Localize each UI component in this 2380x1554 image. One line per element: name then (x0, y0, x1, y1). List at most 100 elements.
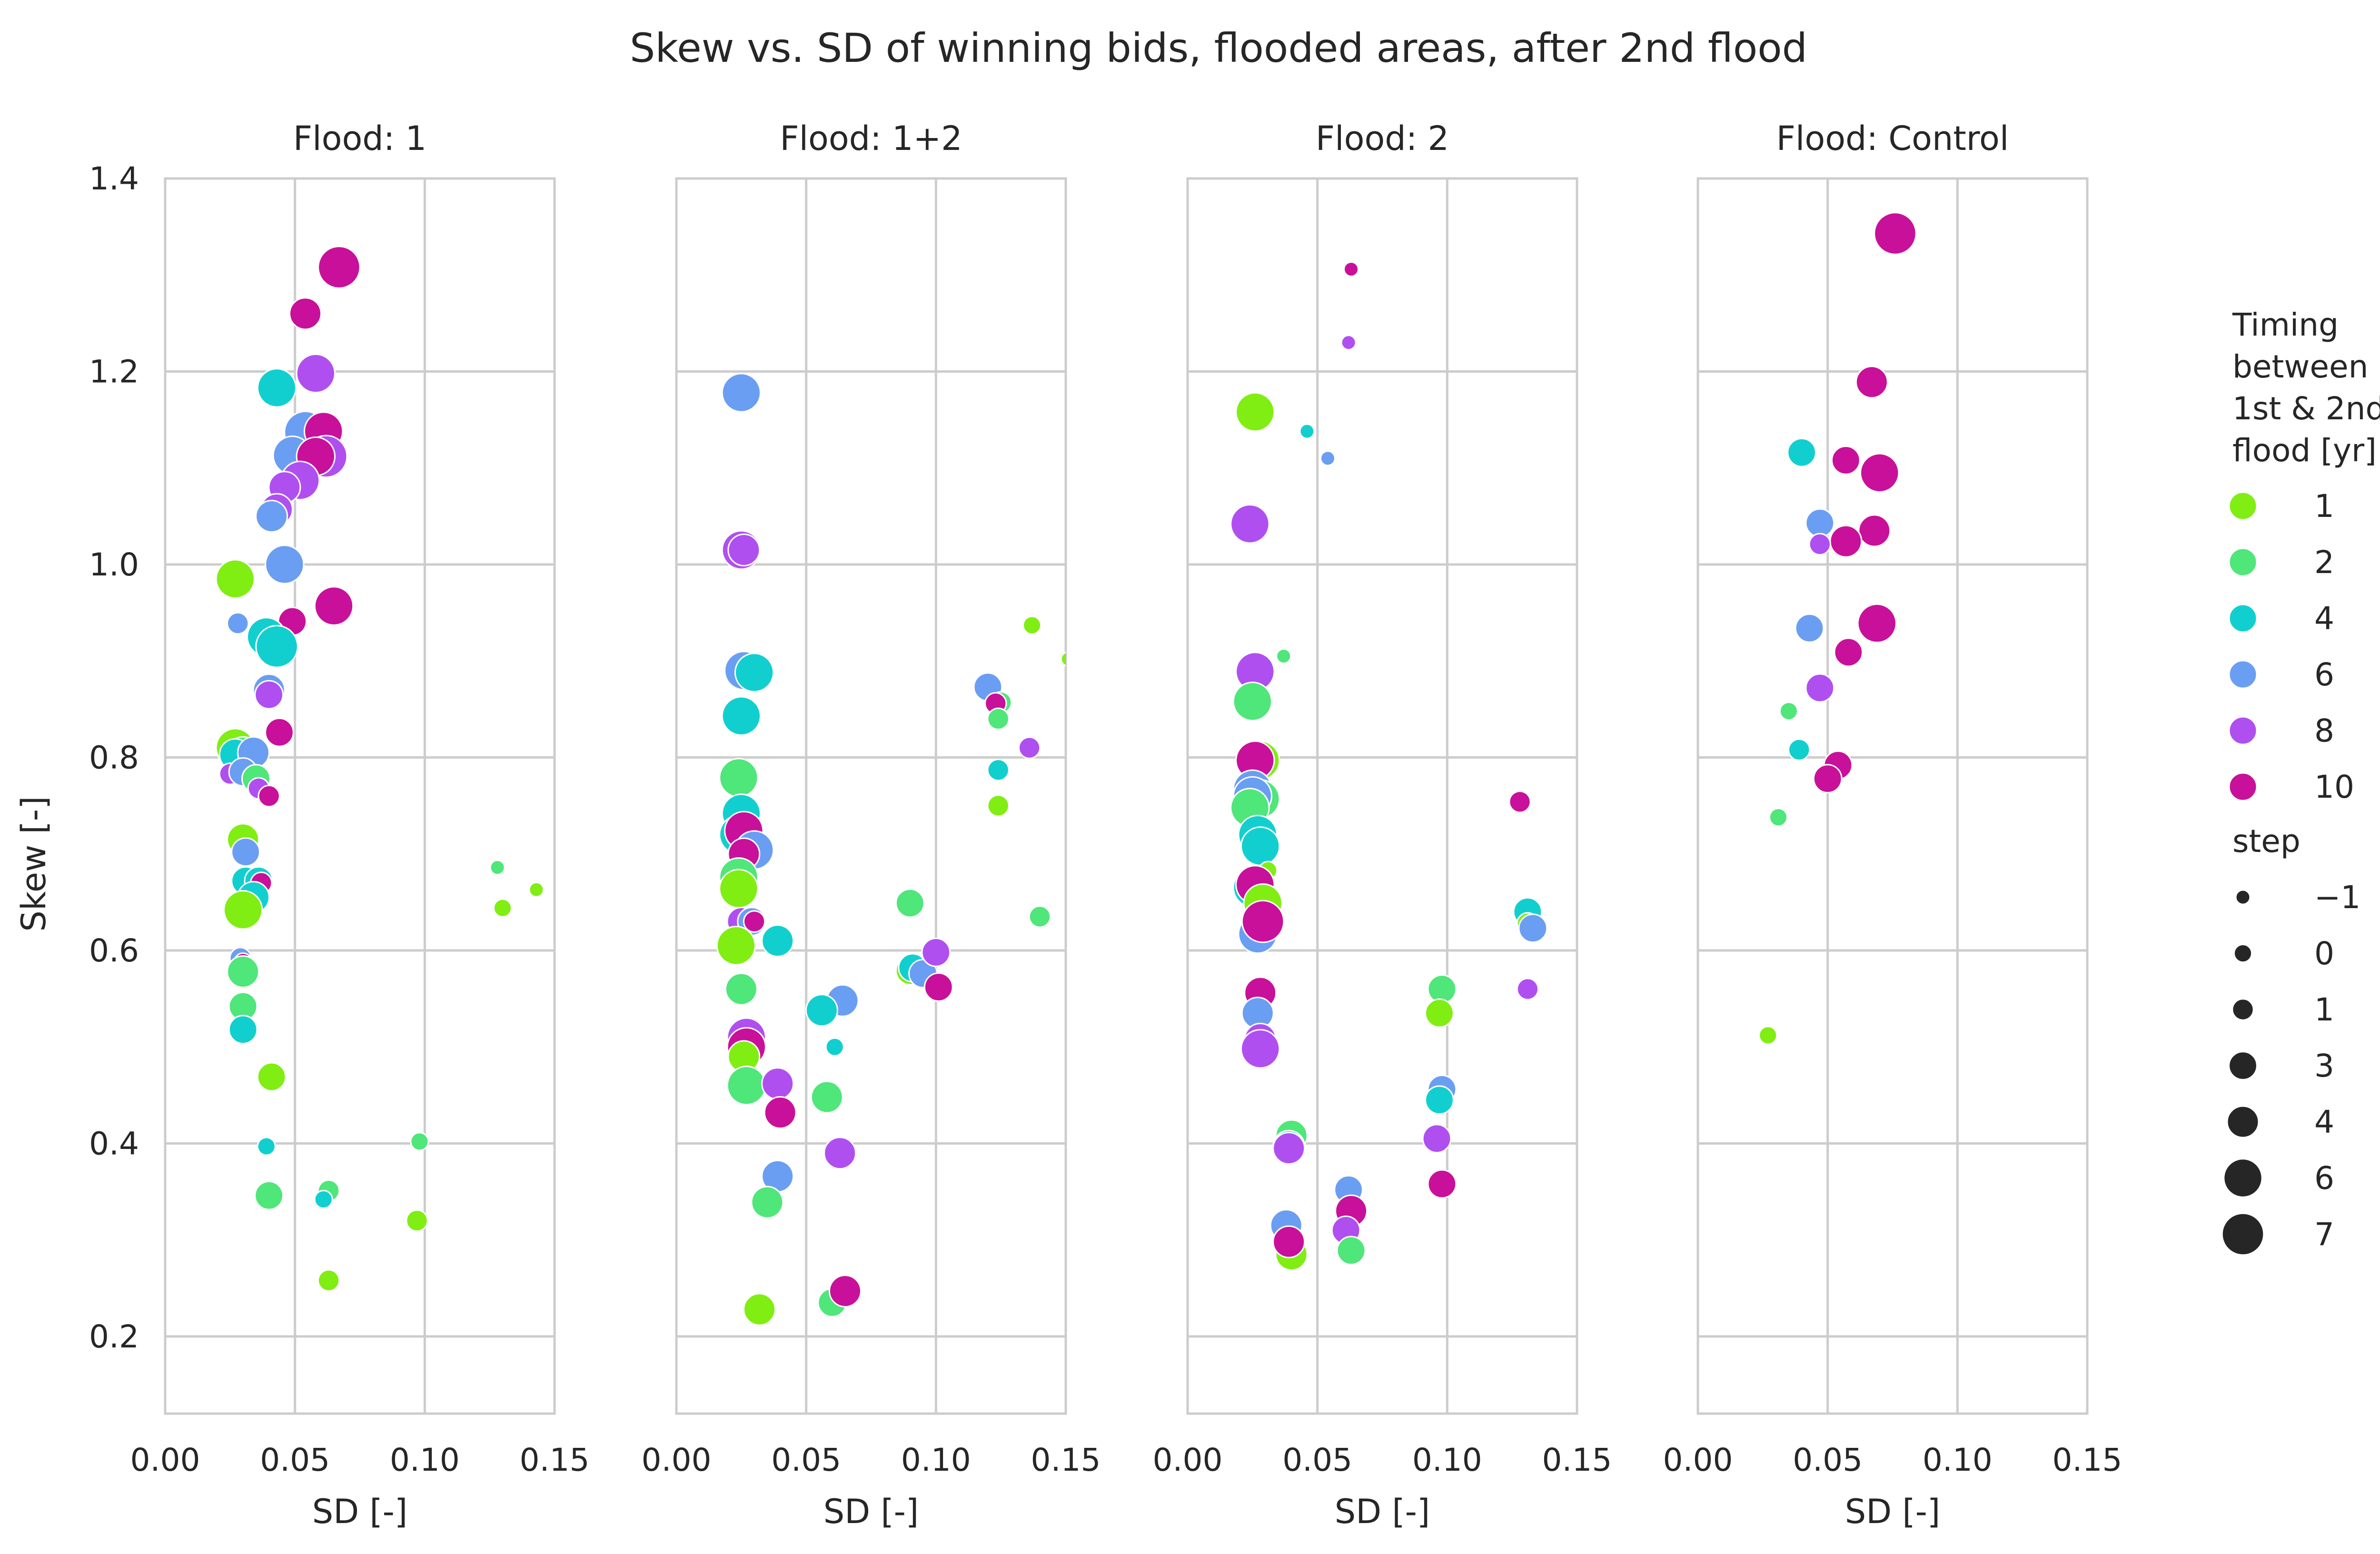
chart-title: Skew vs. SD of winning bids, flooded are… (630, 25, 1807, 71)
scatter-point (257, 1137, 276, 1156)
panel-frame (1696, 177, 2089, 1415)
legend-size-label: 7 (2314, 1216, 2334, 1253)
scatter-point (751, 1186, 784, 1219)
x-tick-label: 0.10 (1923, 1442, 1993, 1478)
scatter-point (1813, 764, 1843, 793)
scatter-point (727, 534, 761, 567)
scatter-point (1425, 1085, 1454, 1115)
legend-hue-label: 4 (2314, 600, 2334, 637)
x-tick-label: 0.00 (642, 1442, 712, 1478)
points (215, 246, 545, 1292)
scatter-point (1028, 905, 1051, 928)
scatter-point (1427, 1169, 1457, 1199)
scatter-point (1855, 366, 1888, 399)
scatter-point (1808, 533, 1832, 556)
scatter-point (810, 1080, 843, 1114)
scatter-point (1232, 682, 1273, 722)
panel-title: Flood: 1 (293, 119, 426, 158)
panel-1: Flood: 1 0.00 0.05 0.10 0.15 SD [-] 0.2 0.4 0.6 0… (89, 119, 589, 1531)
scatter-point (257, 368, 297, 408)
scatter-point (1858, 514, 1891, 547)
scatter-point (1343, 261, 1359, 277)
scatter-point (743, 910, 766, 933)
scatter-point (1795, 613, 1825, 643)
legend-size-marker (2233, 943, 2253, 963)
scatter-point (314, 586, 354, 626)
scatter-point (719, 758, 759, 798)
legend-size-marker (2223, 1158, 2263, 1198)
scatter-point (1805, 673, 1835, 703)
panel-frame (1186, 177, 1578, 1415)
scatter-point (764, 1096, 797, 1129)
legend-size-marker (2235, 889, 2251, 905)
scatter-point (227, 955, 260, 988)
legend-size-label: 6 (2314, 1160, 2334, 1197)
scatter-point (724, 972, 758, 1006)
scatter-point (823, 1137, 857, 1170)
x-axis-label: SD [-] (1845, 1492, 1940, 1531)
legend-size-label: 0 (2314, 935, 2334, 972)
scatter-point (726, 1066, 766, 1106)
y-tick-label: 1.2 (89, 353, 139, 390)
x-axis-label: SD [-] (1335, 1492, 1430, 1531)
scatter-point (1235, 392, 1275, 432)
scatter-point (734, 653, 774, 693)
scatter-point (1758, 1026, 1778, 1045)
y-tick-label: 0.6 (89, 932, 139, 969)
x-tick-label: 0.15 (2053, 1442, 2122, 1478)
scatter-point (406, 1209, 428, 1232)
scatter-point (226, 612, 249, 635)
legend-size-label: −1 (2314, 879, 2360, 916)
scatter-point (1022, 615, 1042, 635)
panel-4: Flood: Control 0.00 0.05 0.10 0.15 SD [-] (1663, 119, 2122, 1531)
legend-size-marker (2231, 998, 2254, 1021)
scatter-point (288, 297, 322, 330)
x-tick-label: 0.05 (260, 1442, 330, 1478)
scatter-point (721, 373, 762, 413)
legend-hue-title: Timing (2232, 307, 2339, 343)
legend-hue-title: 1st & 2nd (2232, 390, 2380, 427)
scatter-point (1240, 1029, 1280, 1069)
legend-size-marker (2221, 1212, 2265, 1256)
x-axis-label: SD [-] (823, 1492, 919, 1531)
scatter-point (721, 696, 762, 736)
legend-size-label: 1 (2314, 991, 2334, 1028)
y-tick-label: 0.2 (89, 1318, 139, 1355)
x-tick-label: 0.15 (520, 1442, 590, 1478)
scatter-point (987, 707, 1010, 731)
scatter-point (1422, 1124, 1452, 1154)
scatter-point (255, 624, 298, 668)
scatter-point (215, 559, 255, 599)
scatter-point (923, 972, 953, 1002)
scatter-point (1299, 423, 1315, 439)
scatter-point (1779, 701, 1798, 721)
scatter-point (258, 784, 280, 808)
scatter-point (987, 794, 1010, 817)
scatter-point (254, 680, 284, 710)
scatter-point (761, 924, 794, 958)
x-tick-label: 0.00 (1153, 1442, 1223, 1478)
scatter-point (921, 938, 951, 967)
scatter-point (1425, 998, 1454, 1028)
scatter-point (1831, 445, 1861, 475)
panel-title: Flood: 1+2 (780, 119, 962, 158)
scatter-point (1276, 648, 1292, 664)
scatter-point (1272, 1131, 1306, 1165)
scatter-point (1018, 736, 1041, 759)
points (1758, 212, 1917, 1045)
x-tick-label: 0.10 (901, 1442, 971, 1478)
legend-size-marker (2228, 1051, 2258, 1080)
scatter-point (1834, 637, 1864, 667)
scatter-point (1240, 826, 1280, 866)
scatter-point (228, 1015, 258, 1045)
scatter-point (493, 898, 513, 918)
y-axis-label: Skew [-] (14, 796, 53, 932)
scatter-point (317, 1269, 340, 1292)
scatter-point (1829, 525, 1863, 558)
scatter-point (1336, 1236, 1366, 1266)
panel-3: Flood: 2 0.00 0.05 0.10 0.15 SD [-] (1153, 119, 1612, 1531)
legend-hue-label: 8 (2314, 713, 2334, 749)
scatter-point (265, 717, 294, 747)
